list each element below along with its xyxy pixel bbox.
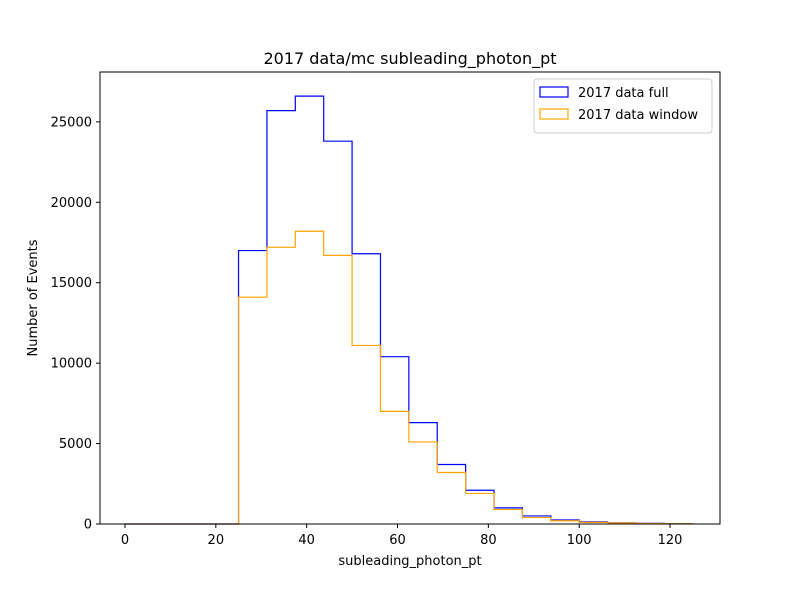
series-line-1 [124, 230, 694, 525]
x-tick-label: 120 [658, 533, 683, 548]
legend-box [533, 78, 713, 134]
x-tick-label: 20 [208, 533, 225, 548]
series-line-0 [124, 95, 694, 525]
x-tick-label: 80 [480, 533, 497, 548]
y-tick-label: 15000 [51, 276, 92, 291]
legend-entry-label: 2017 data full [578, 86, 669, 101]
x-tick-label: 60 [389, 533, 406, 548]
y-tick-label: 25000 [51, 115, 92, 130]
legend-swatch [539, 108, 569, 120]
plot-frame [99, 71, 721, 525]
x-tick-label: 40 [298, 533, 315, 548]
x-axis: 0 20 40 60 80 100 120 [121, 524, 683, 548]
x-tick-label: 0 [121, 533, 129, 548]
chart-title: 2017 data/mc subleading_photon_pt [263, 49, 556, 69]
y-tick-label: 10000 [51, 357, 92, 372]
x-tick-label: 100 [567, 533, 592, 548]
y-tick-label: 0 [84, 518, 92, 533]
legend: 2017 data full 2017 data window [533, 78, 713, 134]
legend-swatch [539, 86, 569, 98]
y-tick-label: 5000 [59, 437, 92, 452]
x-axis-label: subleading_photon_pt [338, 554, 481, 569]
y-axis: 0 5000 10000 15000 20000 25000 [51, 115, 100, 533]
y-tick-label: 20000 [51, 196, 92, 211]
legend-entry-label: 2017 data window [578, 108, 698, 123]
y-axis-label: Number of Events [26, 239, 41, 356]
series-layer [124, 95, 694, 525]
